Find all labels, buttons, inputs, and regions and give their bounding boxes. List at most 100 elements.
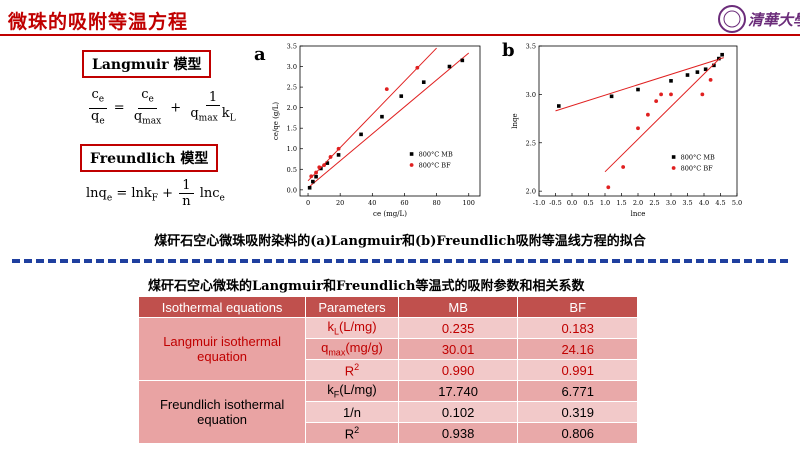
legend-label: 800°C MB xyxy=(419,151,453,159)
data-point xyxy=(447,64,452,69)
x-tick-label: 0.5 xyxy=(583,199,593,207)
x-tick-label: 2.5 xyxy=(649,199,659,207)
data-point xyxy=(336,153,341,157)
y-tick-label: 0.0 xyxy=(287,186,297,194)
y-tick-label: 0.5 xyxy=(287,166,297,174)
x-tick-label: 2.0 xyxy=(633,199,643,207)
header-parameters: Parameters xyxy=(305,296,399,318)
chart-b-freundlich: -1.0 -0.5 0.0 0.5 1.0 1.5 2.0 2.5 3.0 3.5 4.0 4.5 5.… xyxy=(511,43,742,219)
data-point xyxy=(557,104,561,108)
data-point xyxy=(336,146,341,151)
data-point xyxy=(609,94,614,99)
x-tick-label: 0.0 xyxy=(567,199,577,207)
data-point xyxy=(380,114,384,119)
table-title: 煤矸石空心微珠的Langmuir和Freundlich等温式的吸附参数和相关系数 xyxy=(148,279,585,294)
plot-frame xyxy=(299,45,481,197)
data-point xyxy=(720,52,724,57)
bf-value: 0.183 xyxy=(517,317,638,339)
x-axis-label: ce (mg/L) xyxy=(373,210,407,218)
chart-a-langmuir: 0 20 40 60 80 100 0.0 0.5 1.0 1.5 2.0 2.5 3.0 3.5 ce (… xyxy=(272,43,481,218)
legend-marker xyxy=(409,152,414,156)
data-point xyxy=(307,185,312,190)
freundlich-label: Freundlich 模型 xyxy=(80,144,219,172)
data-point xyxy=(309,174,314,179)
param-cell: R2 xyxy=(305,422,399,444)
param-cell: kF(L/mg) xyxy=(305,380,399,402)
logo-text: 清華大學 xyxy=(748,11,800,29)
x-tick-label: 4.0 xyxy=(699,199,709,207)
header-bf: BF xyxy=(517,296,638,318)
data-point xyxy=(384,87,389,92)
x-tick-label: 60 xyxy=(400,199,408,207)
x-tick-label: 40 xyxy=(368,199,376,207)
data-point xyxy=(399,94,404,98)
legend-marker xyxy=(409,163,414,167)
x-axis-label: lnce xyxy=(631,210,646,218)
mb-value: 0.235 xyxy=(397,317,519,339)
param-cell: kL(L/mg) xyxy=(305,317,399,339)
data-point xyxy=(460,58,465,63)
header-isothermal-equations: Isothermal equations xyxy=(137,296,307,318)
data-point xyxy=(669,92,673,97)
mb-value: 0.938 xyxy=(397,422,519,444)
data-point xyxy=(317,165,322,170)
y-tick-label: 1.0 xyxy=(287,145,297,153)
data-point xyxy=(636,126,640,131)
x-tick-label: 4.5 xyxy=(715,199,725,207)
fit-line xyxy=(307,47,437,182)
param-cell: qmax(mg/g) xyxy=(305,338,399,360)
dashed-divider xyxy=(12,259,788,263)
x-tick-label: 5.0 xyxy=(732,199,742,207)
data-point xyxy=(636,87,640,92)
mb-value: 0.990 xyxy=(397,359,519,381)
langmuir-equation: ce qe = ce qmax + 1 qmax kL xyxy=(86,87,241,129)
data-point xyxy=(695,70,700,74)
fit-line xyxy=(604,57,721,173)
langmuir-label: Langmuir 模型 xyxy=(82,50,212,78)
data-point xyxy=(328,155,333,159)
x-tick-label: 0 xyxy=(306,199,310,207)
x-tick-label: 3.5 xyxy=(682,199,692,207)
mb-value: 17.740 xyxy=(397,380,519,402)
data-point xyxy=(319,166,323,171)
data-point xyxy=(685,73,690,77)
table-header-row: Isothermal equations Parameters MB BF xyxy=(137,296,638,318)
y-axis-label: ce/qe (g/L) xyxy=(272,102,280,140)
y-tick-label: 1.5 xyxy=(287,125,297,133)
group-langmuir: Langmuir isothermal equation xyxy=(137,317,307,381)
legend-label: 800°C BF xyxy=(681,165,713,173)
y-tick-label: 3.0 xyxy=(526,91,536,99)
bf-value: 0.319 xyxy=(517,401,638,423)
data-point xyxy=(606,185,611,190)
parameters-table: Isothermal equations Parameters MB BF La… xyxy=(137,296,638,444)
bf-value: 0.806 xyxy=(517,422,638,444)
data-point xyxy=(314,170,318,175)
legend-label: 800°C MB xyxy=(681,154,715,162)
data-point xyxy=(359,132,363,137)
legend-marker xyxy=(671,166,676,170)
y-tick-label: 3.5 xyxy=(287,43,297,51)
title-divider xyxy=(0,34,800,36)
y-tick-label: 3.0 xyxy=(287,63,297,71)
bf-value: 6.771 xyxy=(517,380,638,402)
mb-value: 30.01 xyxy=(397,338,519,360)
x-tick-label: 100 xyxy=(463,199,475,207)
x-tick-label: 1.0 xyxy=(600,199,610,207)
y-tick-label: 2.5 xyxy=(287,84,297,92)
university-logo: 清華大學 xyxy=(718,5,800,33)
data-point xyxy=(712,63,716,68)
data-point xyxy=(659,92,663,97)
data-point xyxy=(669,79,673,83)
data-point xyxy=(311,179,315,184)
fit-line xyxy=(307,52,470,189)
fit-line xyxy=(555,57,724,112)
panel-label-b: b xyxy=(502,40,515,61)
data-point xyxy=(325,161,330,165)
y-tick-label: 3.5 xyxy=(526,43,536,51)
slide-title: 微珠的吸附等温方程 xyxy=(8,11,189,33)
legend-marker xyxy=(671,155,676,159)
figure-caption: 煤矸石空心微珠吸附染料的(a)Langmuir和(b)Freundlich吸附等… xyxy=(154,234,646,249)
mb-value: 0.102 xyxy=(397,401,519,423)
data-point xyxy=(700,92,705,97)
